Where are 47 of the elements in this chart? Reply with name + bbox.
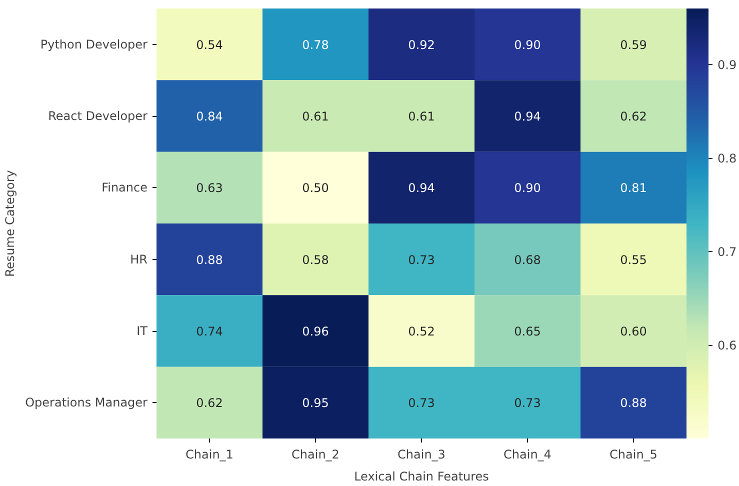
- data-label: 0.73: [408, 252, 435, 267]
- data-label: 0.78: [302, 38, 329, 52]
- x-tick-label: Chain_1: [186, 448, 234, 462]
- data-label: 0.62: [620, 110, 647, 124]
- data-label: 0.88: [196, 252, 223, 267]
- y-tick-label: React Developer: [48, 109, 148, 123]
- data-label: 0.94: [514, 110, 541, 124]
- data-label: 0.96: [302, 324, 329, 338]
- x-tick-label: Chain_2: [292, 448, 340, 462]
- data-label: 0.61: [408, 110, 435, 124]
- x-tick-label: Chain_4: [504, 448, 552, 462]
- data-label: 0.55: [620, 252, 647, 267]
- y-tick-label: Finance: [102, 180, 148, 195]
- color-bar-label: 0.7: [718, 245, 737, 260]
- data-label: 0.88: [620, 396, 647, 410]
- data-label: 0.84: [196, 110, 223, 124]
- y-tick-label: IT: [136, 324, 148, 338]
- data-label: 0.95: [302, 396, 329, 410]
- data-label: 0.59: [620, 38, 647, 52]
- x-tick-label: Chain_3: [398, 448, 446, 462]
- data-label: 0.54: [196, 38, 223, 52]
- data-label: 0.63: [196, 181, 223, 196]
- color-bar-label: 0.8: [718, 152, 737, 166]
- data-label: 0.65: [514, 324, 541, 338]
- x-tick-label: Chain_5: [610, 448, 658, 462]
- data-label: 0.90: [514, 38, 541, 52]
- data-label: 0.94: [408, 181, 435, 196]
- data-label: 0.74: [196, 324, 223, 338]
- data-label: 0.68: [514, 252, 541, 267]
- data-label: 0.73: [514, 396, 541, 410]
- data-label: 0.81: [620, 181, 647, 196]
- data-label: 0.90: [514, 181, 541, 196]
- color-bar-label: 0.9: [718, 58, 737, 72]
- data-label: 0.62: [196, 396, 223, 410]
- y-tick-label: Operations Manager: [25, 396, 148, 410]
- data-label: 0.58: [302, 252, 329, 267]
- data-label: 0.92: [408, 38, 435, 52]
- y-tick-label: Python Developer: [40, 37, 148, 52]
- y-tick-label: HR: [130, 252, 148, 266]
- data-label: 0.60: [620, 324, 647, 338]
- data-label: 0.50: [302, 181, 329, 196]
- x-axis-title: Lexical Chain Features: [354, 470, 489, 484]
- color-bar-label: 0.6: [718, 338, 737, 353]
- data-label: 0.61: [302, 110, 329, 124]
- data-label: 0.52: [408, 324, 435, 338]
- data-label: 0.73: [408, 396, 435, 410]
- y-axis-title: Resume Category: [3, 170, 18, 277]
